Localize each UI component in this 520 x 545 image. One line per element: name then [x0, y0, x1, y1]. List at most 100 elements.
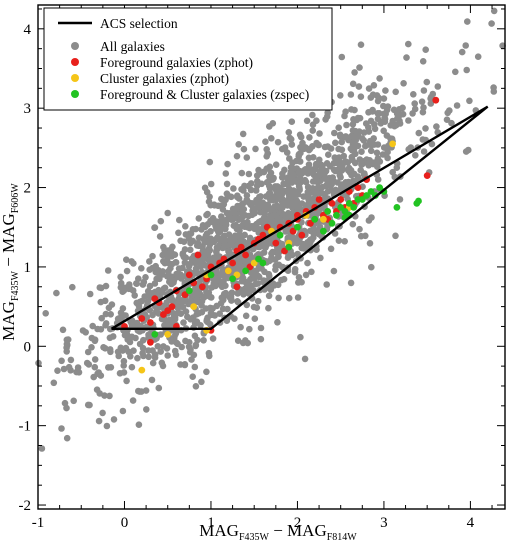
all-galaxies-point	[138, 265, 145, 272]
all-galaxies-point	[337, 92, 344, 99]
y-label-sub1: F435W	[10, 270, 21, 301]
all-galaxies-point	[231, 208, 238, 216]
zspec-point	[393, 204, 401, 211]
foreground-zphot-point	[233, 283, 241, 291]
all-galaxies-point	[313, 246, 320, 253]
all-galaxies-point	[490, 7, 498, 15]
all-galaxies-point	[199, 222, 207, 229]
zspec-point	[229, 275, 237, 283]
all-galaxies-point	[296, 168, 303, 176]
all-galaxies-point	[274, 319, 281, 326]
all-galaxies-point	[224, 215, 232, 222]
x-tick-label: 0	[121, 515, 129, 531]
all-galaxies-point	[54, 367, 61, 375]
all-galaxies-point	[305, 193, 312, 201]
all-galaxies-point	[120, 312, 128, 319]
all-galaxies-point	[171, 251, 179, 258]
all-galaxies-point	[91, 363, 99, 371]
legend: ACS selection All galaxies Foreground ga…	[43, 7, 333, 111]
all-galaxies-point	[349, 121, 357, 128]
all-galaxies-point	[193, 287, 200, 295]
foreground-zphot-point	[423, 172, 431, 180]
all-galaxies-point	[396, 111, 404, 119]
all-galaxies-point	[194, 239, 202, 247]
all-galaxies-point	[243, 192, 251, 199]
all-galaxies-point	[244, 224, 252, 231]
y-tick-label: 1	[24, 260, 32, 276]
all-galaxies-point	[355, 83, 363, 90]
cluster-zphot-point	[389, 140, 396, 148]
all-galaxies-point	[405, 40, 412, 48]
all-galaxies-point	[195, 234, 203, 242]
all-galaxies-point	[247, 201, 254, 208]
all-galaxies-point	[230, 222, 238, 229]
zspec-point	[311, 215, 319, 223]
all-galaxies-point	[295, 279, 302, 286]
all-galaxies-point	[157, 348, 164, 355]
all-galaxies-point	[318, 164, 326, 172]
all-galaxies-point	[104, 267, 112, 274]
all-galaxies-point	[223, 272, 231, 280]
all-galaxies-point	[312, 160, 320, 168]
zspec-point	[341, 208, 349, 215]
foreground-zphot-point	[263, 223, 271, 231]
cluster-zphot-point	[233, 271, 241, 279]
all-galaxies-point	[433, 123, 440, 130]
all-galaxies-point	[251, 315, 259, 323]
x-label-dash: −	[269, 521, 287, 540]
all-galaxies-point	[384, 154, 391, 162]
all-galaxies-point	[117, 273, 124, 281]
zspec-point	[294, 223, 301, 231]
all-galaxies-point	[117, 344, 125, 352]
zspec-point	[259, 259, 267, 267]
all-galaxies-point	[120, 362, 127, 369]
all-galaxies-point	[106, 392, 113, 400]
foreground-zphot-point	[281, 247, 288, 255]
all-galaxies-point	[234, 193, 241, 201]
legend-marker-all-galaxies	[71, 42, 79, 50]
all-galaxies-point	[189, 237, 197, 245]
x-label-sub2: F814W	[327, 532, 358, 543]
all-galaxies-point	[317, 254, 324, 262]
foreground-zphot-point	[259, 231, 267, 239]
all-galaxies-point	[331, 129, 338, 137]
all-galaxies-point	[257, 335, 265, 343]
all-galaxies-point	[189, 373, 196, 381]
all-galaxies-point	[185, 262, 193, 270]
all-galaxies-point	[368, 263, 375, 271]
all-galaxies-point	[434, 83, 442, 90]
y-label-base1: MAG	[0, 301, 18, 341]
all-galaxies-point	[411, 100, 419, 107]
all-galaxies-point	[208, 311, 216, 319]
all-galaxies-point	[222, 289, 229, 297]
all-galaxies-point	[358, 148, 365, 155]
all-galaxies-point	[490, 84, 497, 91]
all-galaxies-point	[288, 118, 296, 125]
all-galaxies-point	[302, 271, 310, 279]
all-galaxies-point	[257, 324, 265, 332]
all-galaxies-point	[172, 331, 179, 338]
x-label-sub1: F435W	[239, 532, 270, 543]
all-galaxies-point	[163, 345, 171, 352]
all-galaxies-point	[241, 258, 249, 266]
all-galaxies-point	[106, 346, 114, 353]
all-galaxies-point	[234, 290, 241, 297]
all-galaxies-point	[191, 363, 199, 371]
all-galaxies-point	[368, 141, 375, 149]
all-galaxies-point	[157, 217, 165, 225]
all-galaxies-point	[159, 268, 166, 275]
all-galaxies-point	[294, 294, 302, 301]
all-galaxies-point	[95, 417, 103, 425]
all-galaxies-point	[84, 401, 92, 409]
all-galaxies-point	[263, 241, 271, 248]
zspec-point	[276, 231, 284, 239]
x-tick-label: 2	[294, 515, 302, 531]
all-galaxies-point	[123, 377, 130, 385]
all-galaxies-point	[246, 325, 253, 333]
all-galaxies-point	[146, 258, 153, 265]
all-galaxies-point	[296, 174, 304, 182]
all-galaxies-point	[188, 356, 195, 363]
zspec-point	[328, 219, 336, 227]
all-galaxies-point	[305, 154, 313, 162]
all-galaxies-point	[134, 354, 141, 362]
